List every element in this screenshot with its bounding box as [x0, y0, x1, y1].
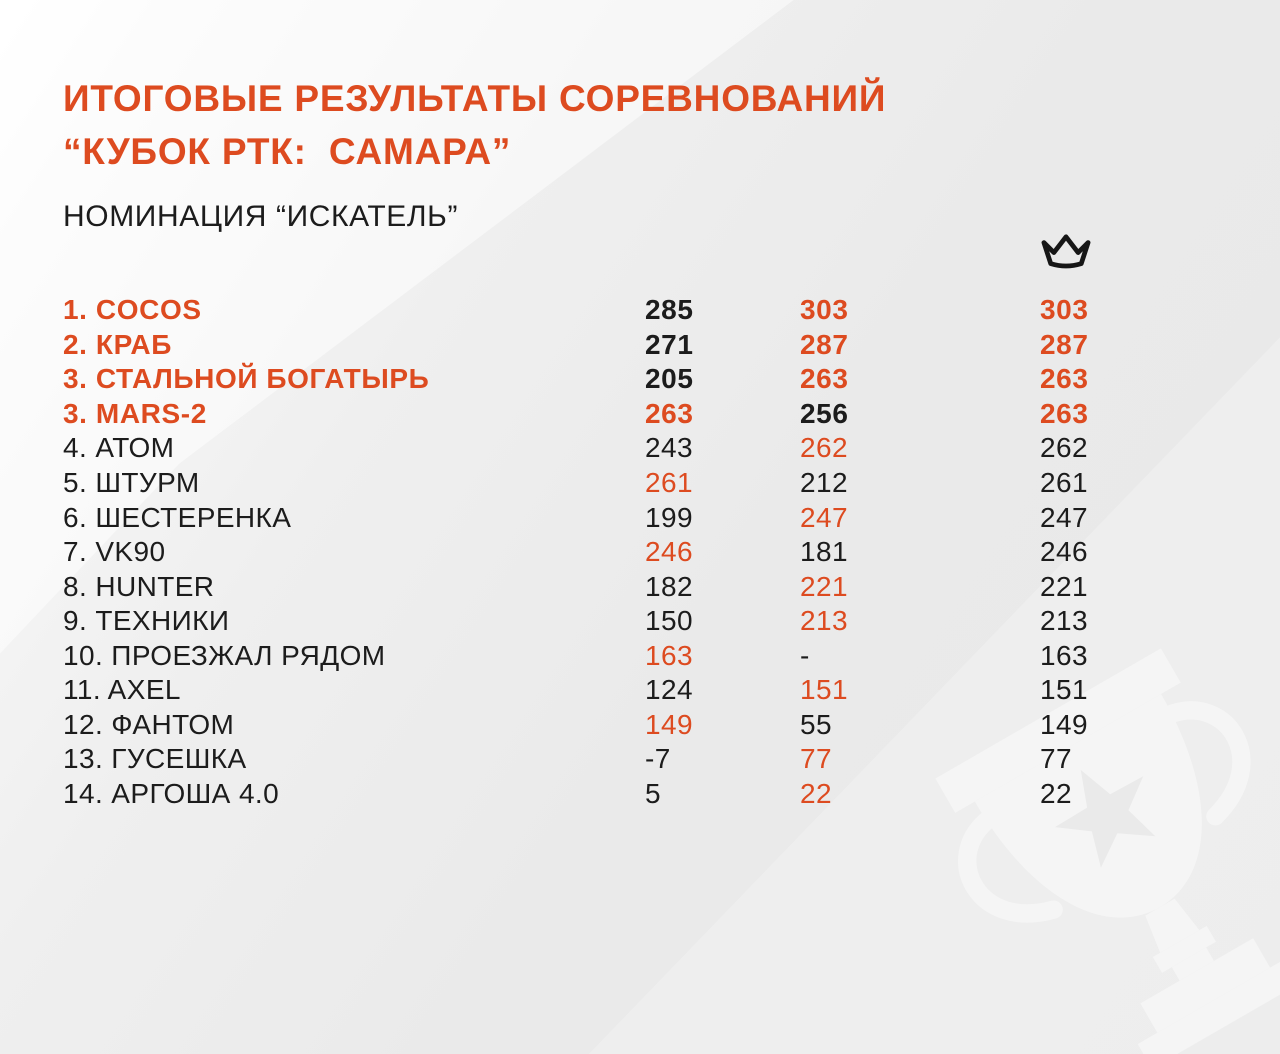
table-row: 12. ФАНТОМ 149 55 149 [63, 708, 1203, 743]
score-attempt-1: 246 [645, 536, 693, 568]
score-best: 163 [1040, 639, 1088, 671]
score-attempt-2: 221 [800, 570, 848, 602]
score-best: 247 [1040, 501, 1088, 533]
score-attempt-1: 243 [645, 432, 693, 464]
score-attempt-2: 256 [800, 397, 849, 429]
score-attempt-1: 261 [645, 467, 693, 498]
score-attempt-1: 199 [645, 501, 693, 533]
score-best: 151 [1040, 674, 1088, 706]
table-row: 11. AXEL 124 151 151 [63, 673, 1203, 708]
team-name: 8. HUNTER [63, 570, 215, 602]
score-attempt-1: 163 [645, 639, 693, 671]
table-row: 3. MARS-2 263 256 263 [63, 397, 1203, 432]
score-attempt-2: 303 [800, 294, 849, 326]
score-best: 263 [1040, 397, 1089, 429]
score-attempt-2: 262 [800, 432, 848, 464]
table-row: 1. COCOS 285 303 303 [63, 293, 1203, 328]
team-name: 14. АРГОША 4.0 [63, 777, 280, 809]
nomination-subtitle: НОМИНАЦИЯ “ИСКАТЕЛЬ” [63, 200, 459, 233]
score-attempt-1: 149 [645, 708, 693, 740]
table-row: 14. АРГОША 4.0 5 22 22 [63, 777, 1203, 812]
table-row: 2. КРАБ 271 287 287 [63, 328, 1203, 363]
score-attempt-1: 124 [645, 674, 693, 706]
table-row: 8. HUNTER 182 221 221 [63, 569, 1203, 604]
table-row: 5. ШТУРМ 261 212 261 [63, 466, 1203, 501]
score-attempt-1: -7 [645, 743, 671, 775]
team-name: 1. COCOS [63, 294, 202, 326]
score-attempt-1: 263 [645, 397, 694, 429]
table-row: 13. ГУСЕШКА -7 77 77 [63, 742, 1203, 777]
page-title-line2: “КУБОК РТК: САМАРА” [63, 131, 512, 172]
score-attempt-1: 285 [645, 294, 694, 326]
score-attempt-1: 182 [645, 570, 693, 602]
team-name: 12. ФАНТОМ [63, 708, 235, 740]
score-attempt-2: 213 [800, 605, 848, 637]
score-best: 246 [1040, 536, 1088, 568]
score-best: 22 [1040, 777, 1072, 809]
score-best: 261 [1040, 467, 1088, 498]
table-row: 6. ШЕСТЕРЕНКА 199 247 247 [63, 500, 1203, 535]
team-name: 3. СТАЛЬНОЙ БОГАТЫРЬ [63, 363, 430, 395]
score-best: 213 [1040, 605, 1088, 637]
team-name: 3. MARS-2 [63, 397, 207, 429]
team-name: 13. ГУСЕШКА [63, 743, 247, 775]
page-title-line1: ИТОГОВЫЕ РЕЗУЛЬТАТЫ СОРЕВНОВАНИЙ [63, 78, 887, 119]
score-best: 77 [1040, 743, 1072, 775]
team-name: 4. АТОМ [63, 432, 175, 464]
team-name: 5. ШТУРМ [63, 467, 200, 498]
table-row: 4. АТОМ 243 262 262 [63, 431, 1203, 466]
team-name: 2. КРАБ [63, 328, 172, 360]
score-attempt-2: 151 [800, 674, 848, 706]
score-attempt-2: - [800, 639, 810, 671]
results-table: 1. COCOS 285 303 303 2. КРАБ 271 287 287 3. СТАЛ… [63, 293, 1203, 811]
score-attempt-2: 55 [800, 708, 832, 740]
score-best: 262 [1040, 432, 1088, 464]
score-attempt-1: 205 [645, 363, 694, 395]
score-attempt-1: 5 [645, 777, 661, 809]
score-best: 149 [1040, 708, 1088, 740]
score-attempt-1: 271 [645, 328, 694, 360]
team-name: 6. ШЕСТЕРЕНКА [63, 501, 292, 533]
score-attempt-2: 181 [800, 536, 848, 568]
table-row: 7. VK90 246 181 246 [63, 535, 1203, 570]
table-row: 9. ТЕХНИКИ 150 213 213 [63, 604, 1203, 639]
score-attempt-2: 247 [800, 501, 848, 533]
team-name: 10. ПРОЕЗЖАЛ РЯДОМ [63, 639, 386, 671]
score-attempt-2: 263 [800, 363, 849, 395]
team-name: 11. AXEL [63, 674, 181, 706]
table-row: 3. СТАЛЬНОЙ БОГАТЫРЬ 205 263 263 [63, 362, 1203, 397]
score-best: 263 [1040, 363, 1089, 395]
score-attempt-2: 212 [800, 467, 848, 498]
team-name: 9. ТЕХНИКИ [63, 605, 230, 637]
table-row: 10. ПРОЕЗЖАЛ РЯДОМ 163 - 163 [63, 638, 1203, 673]
team-name: 7. VK90 [63, 536, 166, 568]
score-attempt-2: 77 [800, 743, 832, 775]
score-attempt-2: 22 [800, 777, 832, 809]
crown-icon [1041, 234, 1091, 269]
score-attempt-1: 150 [645, 605, 693, 637]
score-best: 221 [1040, 570, 1088, 602]
score-best: 303 [1040, 294, 1089, 326]
score-attempt-2: 287 [800, 328, 849, 360]
score-best: 287 [1040, 328, 1089, 360]
